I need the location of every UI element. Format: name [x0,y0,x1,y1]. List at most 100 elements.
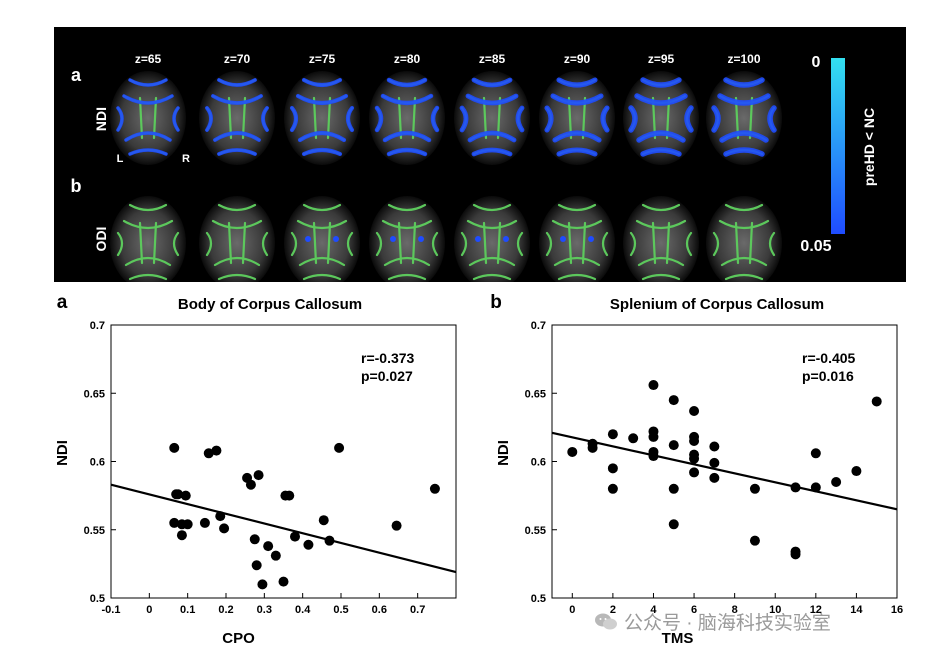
data-point [648,431,659,442]
skeleton-tract [387,273,427,281]
row-b-label: ODI [93,227,109,252]
regression-line [110,483,457,574]
data-point [173,489,184,500]
data-point [391,520,402,531]
stats-r: r=-0.373 [361,350,415,366]
skeleton-tract [261,231,269,257]
brain-outline [706,196,782,282]
odi-slice [539,196,615,282]
slice-label: z=95 [648,52,675,66]
skeleton-tract [296,219,348,230]
effect-tract [684,105,694,133]
skeleton-tract [383,256,431,267]
skeleton-tract [346,231,354,257]
effect-tract [116,106,124,132]
effect-tract [128,78,168,87]
skeleton-tract [431,231,439,257]
data-point [290,531,300,542]
data-point [810,448,821,459]
colorbar-label: preHD < NC [861,108,877,186]
scatter-chart-b: b Splenium of Corpus Callosum 0 2 4 6 8 10 12 14 1… [490,292,903,647]
data-point [318,515,329,526]
skeleton-tract [326,96,332,140]
effect-tract [723,77,765,88]
brain-outline [454,196,530,282]
data-point [215,511,226,522]
y-tick-label: 0.55 [84,525,105,537]
slice-label: z=65 [135,52,162,66]
effect-spot [418,236,424,242]
data-point [749,483,760,494]
y-tick-label: 0.65 [84,388,105,400]
data-point [689,453,700,464]
effect-tract [289,105,299,133]
brain-outline [110,196,186,282]
effect-tract [600,105,610,133]
row-b-letter: b [71,176,82,196]
y-tick-label: 0.6 [531,457,546,469]
y-axis-label: NDI [495,440,512,466]
data-point [648,451,659,462]
effect-tract [382,130,432,143]
effect-tract [544,105,554,133]
x-tick-label: 0 [146,604,152,616]
x-tick-label: 0.2 [218,604,233,616]
orientation-right: R [182,153,190,165]
effect-tract [711,105,721,133]
effect-tract [459,105,469,133]
skeleton-tract [635,219,687,230]
colorbar [831,58,845,234]
skeleton-tract [241,96,247,140]
skeleton-tract [718,219,770,230]
ndi-slice [706,71,782,165]
brain-outline [284,196,360,282]
data-point [790,482,801,493]
data-point [668,440,679,451]
skeleton-tract [545,231,553,257]
chart-title: Splenium of Corpus Callosum [610,296,824,313]
y-tick-label: 0.6 [90,457,105,469]
effect-tract [345,105,355,133]
ndi-slice [284,71,360,165]
effect-tract [122,94,174,105]
skeleton-tract [637,256,685,267]
effect-tract [640,77,682,88]
odi-slice [284,196,360,282]
skeleton-tract [326,221,332,265]
data-point [810,482,821,493]
skeleton-tract [227,221,233,265]
stats-r: r=-0.405 [802,350,856,366]
effect-tract [467,130,517,143]
effect-tract [717,93,771,106]
effect-tract [217,148,257,156]
skeleton-tract [172,231,180,257]
ndi-slice [623,71,699,165]
regression-line [551,431,898,511]
skeleton-tract [122,219,174,230]
x-tick-label: 6 [691,604,697,616]
x-tick-label: 2 [610,604,616,616]
data-point [211,445,222,456]
effect-spot [305,236,311,242]
skeleton-tract [724,203,764,212]
skeleton-tract [152,221,158,265]
skeleton-tract [581,221,587,265]
skeleton-tract [567,221,573,265]
skeleton-tract [641,203,681,212]
ndi-slice [369,71,445,165]
skeleton-tract [411,221,417,265]
brain-outline [199,196,275,282]
skeleton-tract [665,221,671,265]
skeleton-tract [651,221,657,265]
ndi-slice [110,71,186,165]
effect-tract [515,105,525,133]
data-point [180,490,191,501]
y-tick-label: 0.7 [531,320,546,332]
brain-outline [623,196,699,282]
effect-tract [471,77,513,88]
skeleton-tract [768,231,776,257]
ndi-slice [454,71,530,165]
skeleton-tract [472,273,512,281]
data-point [284,490,295,501]
brain-outline [623,71,699,165]
